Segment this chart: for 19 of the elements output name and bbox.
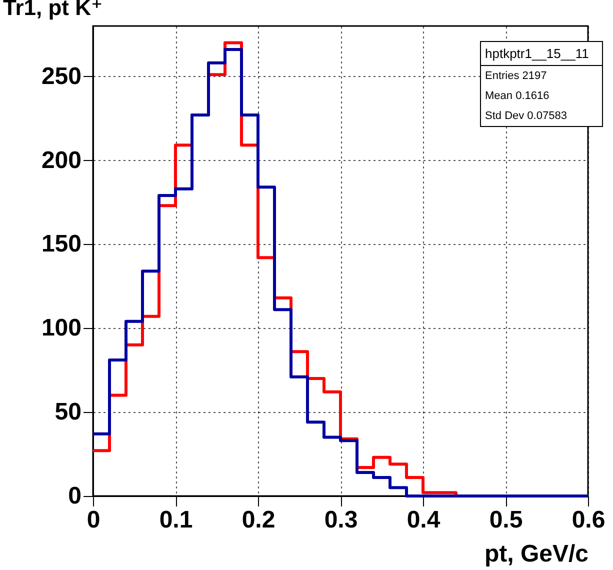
y-tick-label: 250: [41, 62, 82, 90]
x-tick-label: 0.1: [159, 506, 193, 534]
x-tick-label: 0.6: [572, 506, 606, 534]
x-tick-label: 0.3: [324, 506, 358, 534]
x-axis-title: pt, GeV/c: [484, 540, 588, 568]
y-tick-label: 100: [41, 314, 82, 342]
x-tick-label: 0.2: [242, 506, 276, 534]
y-tick-label: 0: [68, 482, 82, 510]
x-tick-label: 0: [86, 506, 100, 534]
annotation: Mean 0.1616: [484, 89, 550, 104]
y-tick-label: 200: [41, 146, 82, 174]
x-tick-label: 0.5: [489, 506, 523, 534]
annotation: Entries 2197: [484, 69, 548, 84]
annotation: Std Dev 0.07583: [484, 109, 568, 124]
y-tick-label: 150: [41, 230, 82, 258]
x-tick-label: 0.4: [406, 506, 441, 534]
chart-title: Tr1, pt K⁺: [3, 0, 103, 20]
y-tick-label: 50: [54, 398, 82, 426]
annotation: hptkptr1__15__11: [481, 42, 602, 66]
